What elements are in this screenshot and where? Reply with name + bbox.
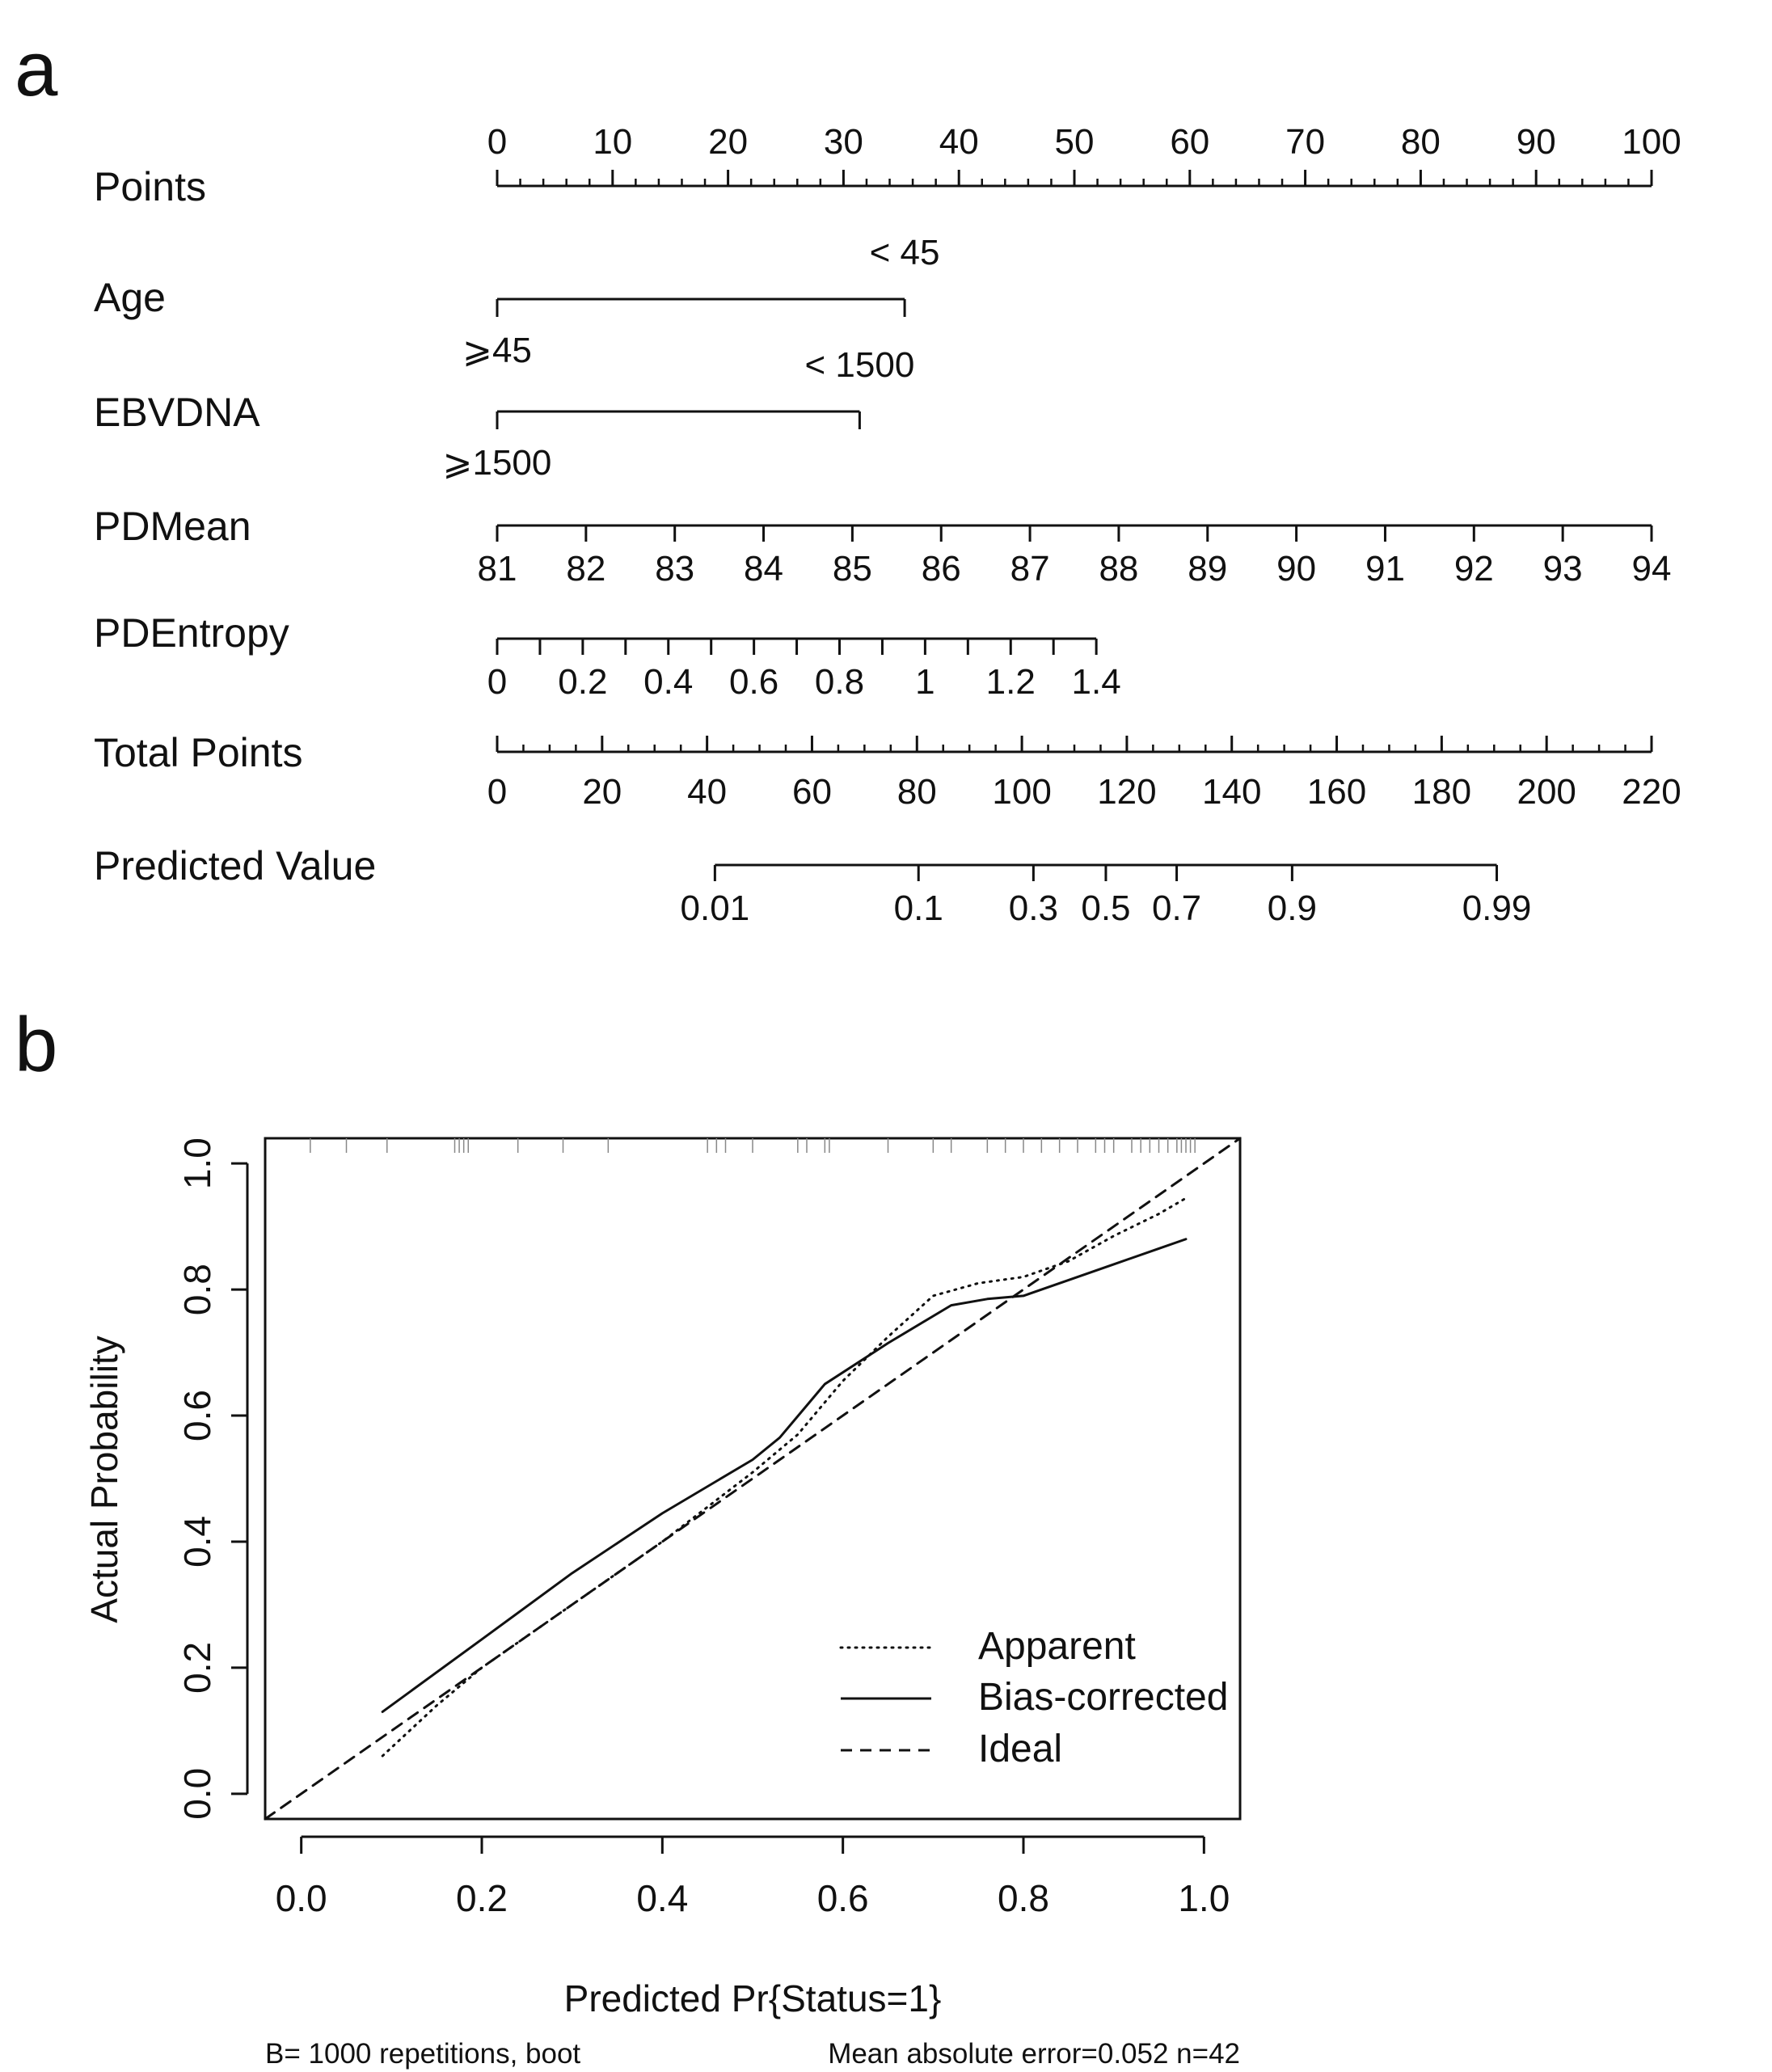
pdentropy-tick-label: 1 (915, 662, 935, 702)
y-tick-label: 0.2 (176, 1642, 218, 1694)
legend: Apparent Bias-corrected Ideal (839, 1625, 1228, 1770)
points-tick-label: 60 (1170, 122, 1209, 162)
pdmean-tick-label: 88 (1099, 549, 1138, 589)
row-label-ebvdna: EBVDNA (94, 390, 260, 435)
predicted-tick-label: 0.99 (1462, 888, 1532, 928)
total-tick-label: 180 (1412, 772, 1471, 812)
pdmean-tick-label: 91 (1365, 549, 1405, 589)
ebvdna-category-label: ⩾1500 (443, 443, 552, 483)
pdmean-tick-label: 93 (1543, 549, 1583, 589)
x-axis-title: Predicted Pr{Status=1} (564, 1977, 942, 2019)
pdmean-tick-label: 84 (744, 549, 783, 589)
pdentropy-tick-label: 0 (487, 662, 507, 702)
calibration-series (264, 1137, 1242, 1821)
total-tick-label: 60 (792, 772, 832, 812)
pdmean-tick-label: 90 (1276, 549, 1316, 589)
total-tick-label: 200 (1517, 772, 1576, 812)
points-tick-label: 30 (824, 122, 863, 162)
legend-label-apparent: Apparent (978, 1625, 1136, 1668)
pdmean-tick-label: 86 (922, 549, 961, 589)
panel-a-label: a (15, 26, 58, 112)
points-tick-label: 20 (708, 122, 748, 162)
y-axis-title: Actual Probability (83, 1336, 125, 1623)
row-label-points: Points (94, 164, 206, 209)
points-tick-label: 50 (1055, 122, 1095, 162)
row-label-pdmean: PDMean (94, 504, 251, 549)
points-tick-label: 10 (593, 122, 632, 162)
age-category-label: < 45 (870, 233, 940, 272)
points-tick-label: 0 (487, 122, 507, 162)
total-tick-label: 100 (992, 772, 1051, 812)
points-tick-label: 100 (1622, 122, 1681, 162)
y-tick-label: 0.6 (176, 1390, 218, 1441)
age-category-label: ⩾45 (462, 331, 532, 370)
total-tick-label: 40 (687, 772, 727, 812)
total-tick-label: 0 (487, 772, 507, 812)
series-line-ideal (264, 1137, 1242, 1821)
pdentropy-tick-label: 1.4 (1072, 662, 1121, 702)
row-label-total: Total Points (94, 730, 302, 775)
calibration-plot: 0.0 0.2 0.4 0.6 0.8 1.0 0.0 0.2 0.4 0.6 0.8 1.0 Pr… (83, 1137, 1242, 2070)
pdmean-tick-label: 87 (1010, 549, 1050, 589)
pdmean-tick-label: 85 (833, 549, 872, 589)
y-tick-label: 0.4 (176, 1516, 218, 1568)
legend-label-bias-corrected: Bias-corrected (978, 1676, 1228, 1719)
ebvdna-category-label: < 1500 (804, 345, 914, 385)
predicted-tick-label: 0.5 (1081, 888, 1130, 928)
y-tick-label: 0.8 (176, 1264, 218, 1315)
predicted-tick-label: 0.7 (1152, 888, 1201, 928)
points-tick-label: 90 (1517, 122, 1556, 162)
pdmean-tick-label: 81 (478, 549, 517, 589)
x-tick-label: 0.8 (998, 1877, 1049, 1919)
x-axis: 0.0 0.2 0.4 0.6 0.8 1.0 (276, 1835, 1230, 1919)
points-tick-label: 40 (939, 122, 979, 162)
x-tick-label: 0.4 (636, 1877, 688, 1919)
footer-repetitions: B= 1000 repetitions, boot (265, 2038, 580, 2070)
total-tick-label: 80 (897, 772, 937, 812)
footer-mean-absolute-error: Mean absolute error=0.052 n=42 (828, 2038, 1240, 2070)
predicted-tick-label: 0.9 (1268, 888, 1317, 928)
y-tick-label: 0.0 (176, 1768, 218, 1820)
x-tick-label: 0.2 (456, 1877, 508, 1919)
pdmean-tick-label: 94 (1632, 549, 1672, 589)
pdentropy-tick-label: 0.2 (558, 662, 607, 702)
total-tick-label: 160 (1307, 772, 1366, 812)
points-tick-label: 70 (1285, 122, 1325, 162)
predicted-tick-label: 0.1 (894, 888, 943, 928)
legend-label-ideal: Ideal (978, 1728, 1062, 1770)
pdmean-tick-label: 82 (566, 549, 605, 589)
series-line-bias-corrected (381, 1238, 1188, 1713)
predicted-tick-label: 0.01 (681, 888, 750, 928)
pdentropy-tick-label: 1.2 (986, 662, 1036, 702)
predicted-tick-label: 0.3 (1009, 888, 1058, 928)
total-tick-label: 20 (582, 772, 622, 812)
x-tick-label: 0.0 (276, 1877, 327, 1919)
y-axis: 0.0 0.2 0.4 0.6 0.8 1.0 (176, 1137, 249, 1820)
row-label-age: Age (94, 275, 166, 320)
pdmean-tick-label: 89 (1188, 549, 1227, 589)
total-tick-label: 140 (1202, 772, 1261, 812)
x-tick-label: 0.6 (817, 1877, 869, 1919)
rug-marks (310, 1138, 1196, 1153)
y-tick-label: 1.0 (176, 1137, 218, 1189)
row-label-pdentropy: PDEntropy (94, 610, 289, 656)
x-tick-label: 1.0 (1178, 1877, 1230, 1919)
pdentropy-tick-label: 0.4 (643, 662, 693, 702)
row-label-predicted: Predicted Value (94, 843, 376, 888)
total-tick-label: 220 (1622, 772, 1681, 812)
pdentropy-tick-label: 0.8 (815, 662, 864, 702)
pdentropy-tick-label: 0.6 (729, 662, 778, 702)
points-tick-label: 80 (1401, 122, 1441, 162)
pdmean-tick-label: 92 (1454, 549, 1494, 589)
pdmean-tick-label: 83 (655, 549, 694, 589)
total-tick-label: 120 (1097, 772, 1156, 812)
panel-b-label: b (15, 1002, 57, 1088)
